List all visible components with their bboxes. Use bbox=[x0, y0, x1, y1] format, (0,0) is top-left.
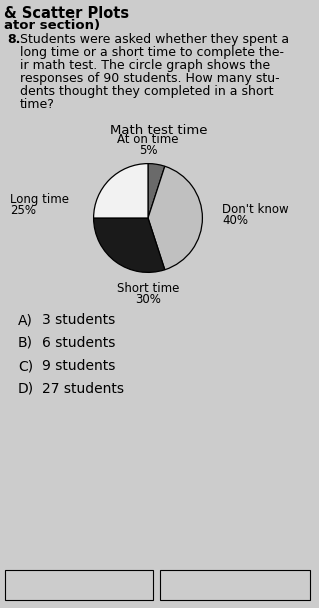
Text: Students were asked whether they spent a: Students were asked whether they spent a bbox=[20, 33, 289, 46]
Wedge shape bbox=[148, 164, 165, 218]
Text: ator section): ator section) bbox=[4, 19, 100, 32]
Text: 3 students: 3 students bbox=[42, 313, 115, 327]
Text: 5%: 5% bbox=[139, 144, 157, 157]
Wedge shape bbox=[93, 164, 148, 218]
Text: 25%: 25% bbox=[10, 204, 36, 217]
Text: C): C) bbox=[18, 359, 33, 373]
Text: responses of 90 students. How many stu-: responses of 90 students. How many stu- bbox=[20, 72, 280, 85]
Bar bbox=[160, 570, 310, 600]
Text: At on time: At on time bbox=[117, 133, 179, 146]
Text: Short time: Short time bbox=[117, 282, 179, 295]
Text: 9 students: 9 students bbox=[42, 359, 115, 373]
Text: 40%: 40% bbox=[222, 214, 248, 227]
Text: ir math test. The circle graph shows the: ir math test. The circle graph shows the bbox=[20, 59, 270, 72]
Text: Long time: Long time bbox=[10, 193, 69, 206]
Text: 8.: 8. bbox=[7, 33, 20, 46]
Bar bbox=[5, 570, 153, 600]
Text: B): B) bbox=[18, 336, 33, 350]
Text: & Scatter Plots: & Scatter Plots bbox=[4, 6, 129, 21]
Text: time?: time? bbox=[20, 98, 55, 111]
Text: 6 students: 6 students bbox=[42, 336, 115, 350]
Text: dents thought they completed in a short: dents thought they completed in a short bbox=[20, 85, 273, 98]
Text: Math test time: Math test time bbox=[110, 124, 208, 137]
Text: Don't know: Don't know bbox=[222, 203, 289, 216]
Text: 30%: 30% bbox=[135, 293, 161, 306]
Wedge shape bbox=[148, 166, 202, 270]
Text: A): A) bbox=[18, 313, 33, 327]
Text: 27 students: 27 students bbox=[42, 382, 124, 396]
Wedge shape bbox=[93, 218, 165, 272]
Text: D): D) bbox=[18, 382, 34, 396]
Text: long time or a short time to complete the-: long time or a short time to complete th… bbox=[20, 46, 284, 59]
